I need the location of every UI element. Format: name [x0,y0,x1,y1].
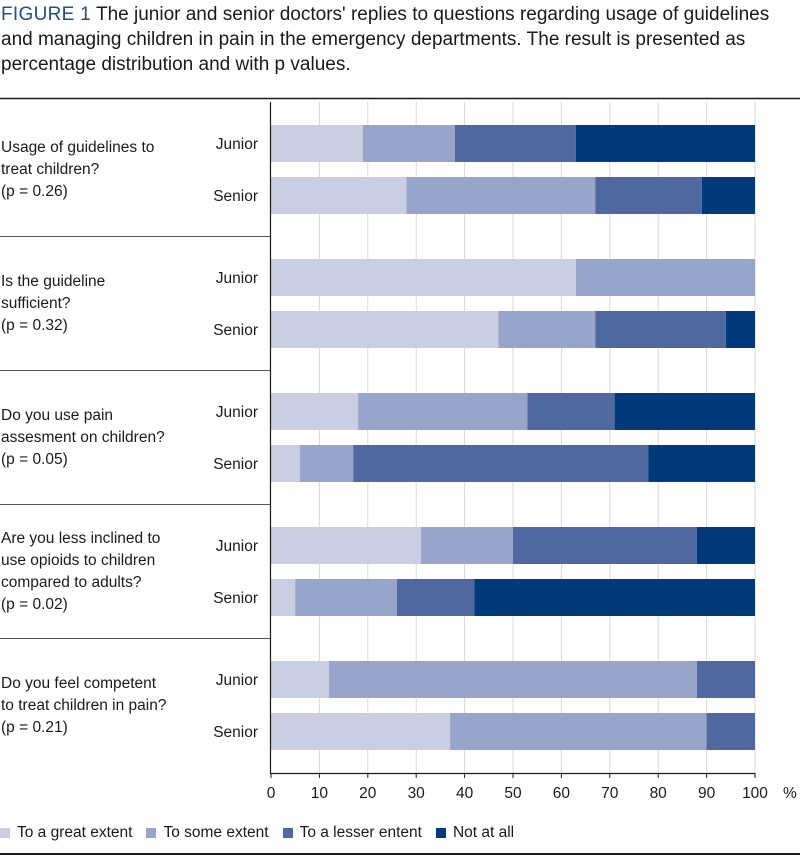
bar-segment-not-at-all [575,125,755,162]
x-tick-label: 30 [408,785,426,802]
bar-label-senior: Senior [213,188,258,205]
bar-segment-to-some-extent [575,259,755,296]
bar-label-junior: Junior [216,136,258,153]
bar-segment-not-at-all [614,393,755,430]
caption-text: The junior and senior doctors' replies t… [1,4,770,75]
bar-segment-to-some-extent [295,579,397,616]
x-tick-label: 0 [267,785,276,802]
bar-segment-to-some-extent [450,713,707,750]
question-line: Do you use pain [1,407,114,424]
question-label: Is the guideline sufficient? (p = 0.32) [1,271,201,337]
bar-segment-to-a-lesser-entent [527,393,615,430]
bar-label-senior: Senior [213,322,258,339]
bar-label-senior: Senior [213,724,258,741]
x-axis-unit: % [783,785,797,802]
bar-segment-to-some-extent [300,445,354,482]
bar-label-junior: Junior [216,270,258,287]
bar-segment-not-at-all [701,177,755,214]
bar-segment-not-at-all [725,311,755,348]
bar-segment-to-a-lesser-entent [396,579,475,616]
x-tick-label: 50 [504,785,522,802]
question-line: to treat children in pain? [1,697,167,714]
question-label: Usage of guidelines to treat children? (p … [1,137,201,203]
bar-segment-to-a-lesser-entent [696,661,755,698]
x-tick-label: 80 [650,785,668,802]
question-line: use opioids to children [1,552,156,569]
bar-label-senior: Senior [213,590,258,607]
legend-item: To a great extent [0,824,132,842]
bar-segment-not-at-all [696,527,755,564]
question-line: (p = 0.05) [1,451,68,468]
legend-swatch [435,828,446,838]
bar-segment-to-a-lesser-entent [454,125,576,162]
legend-swatch [0,828,10,838]
question-line: Are you less inclined to [1,530,161,547]
legend-item: Not at all [435,824,515,842]
legend-label: Not at all [452,824,515,841]
x-tick-label: 40 [456,785,474,802]
figure-label: FIGURE 1 [1,4,92,25]
bar-segment-to-some-extent [406,177,596,214]
legend-label: To a lesser entent [299,824,422,841]
bar-segment-to-some-extent [421,527,513,564]
bar-label-junior: Junior [216,672,258,689]
bar-segment-to-a-great-extent [271,125,363,162]
legend-swatch [146,828,157,838]
bar-segment-to-a-lesser-entent [513,527,697,564]
question-label: Are you less inclined to use opioids to c… [1,528,201,616]
bar-segment-to-a-great-extent [271,661,330,698]
x-tick-label: 100 [742,785,768,802]
question-label: Do you feel competent to treat children i… [1,673,201,739]
bar-segment-to-a-lesser-entent [353,445,649,482]
bar-segment-not-at-all [648,445,755,482]
question-line: (p = 0.02) [1,596,68,613]
bar-segment-to-a-great-extent [271,579,296,616]
legend-swatch [282,828,293,838]
bar-label-junior: Junior [216,404,258,421]
x-tick-label: 90 [698,785,716,802]
question-line: treat children? [1,161,100,178]
x-tick-label: 60 [553,785,571,802]
question-line: compared to adults? [1,574,142,591]
bar-segment-to-a-lesser-entent [706,713,755,750]
bar-segment-to-some-extent [362,125,455,162]
bar-segment-to-some-extent [329,661,697,698]
question-line: (p = 0.26) [1,183,68,200]
question-line: assesment on children? [1,429,165,446]
bar-segment-to-a-great-extent [271,259,576,296]
bar-label-junior: Junior [216,538,258,555]
bar-segment-to-a-great-extent [271,527,422,564]
legend-label: To a great extent [17,824,133,841]
bar-segment-to-a-great-extent [271,713,451,750]
question-line: (p = 0.32) [1,317,68,334]
legend-item: To a lesser entent [282,824,422,842]
figure-caption: FIGURE 1 The junior and senior doctors' … [1,2,791,77]
x-tick-label: 20 [359,785,377,802]
bar-segment-to-a-great-extent [271,445,301,482]
bar-segment-to-a-lesser-entent [595,177,702,214]
bar-segment-to-a-great-extent [271,311,499,348]
x-tick-label: 10 [311,785,329,802]
bar-label-senior: Senior [213,456,258,473]
bar-segment-to-some-extent [498,311,596,348]
bar-segment-to-a-great-extent [271,393,359,430]
legend-label: To some extent [163,824,269,841]
question-line: sufficient? [1,295,71,312]
bottom-rule [0,853,800,855]
bar-segment-to-a-lesser-entent [595,311,726,348]
question-line: (p = 0.21) [1,719,68,736]
question-line: Do you feel competent [1,675,157,692]
question-line: Usage of guidelines to [1,139,155,156]
bar-segment-not-at-all [474,579,755,616]
x-tick-label: 70 [601,785,619,802]
question-label: Do you use pain assesment on children? (p … [1,405,201,471]
bar-segment-to-a-great-extent [271,177,407,214]
chart-legend: To a great extent To some extent To a less… [0,822,528,844]
bar-segment-to-some-extent [358,393,528,430]
question-line: Is the guideline [1,273,106,290]
legend-item: To some extent [146,824,269,842]
